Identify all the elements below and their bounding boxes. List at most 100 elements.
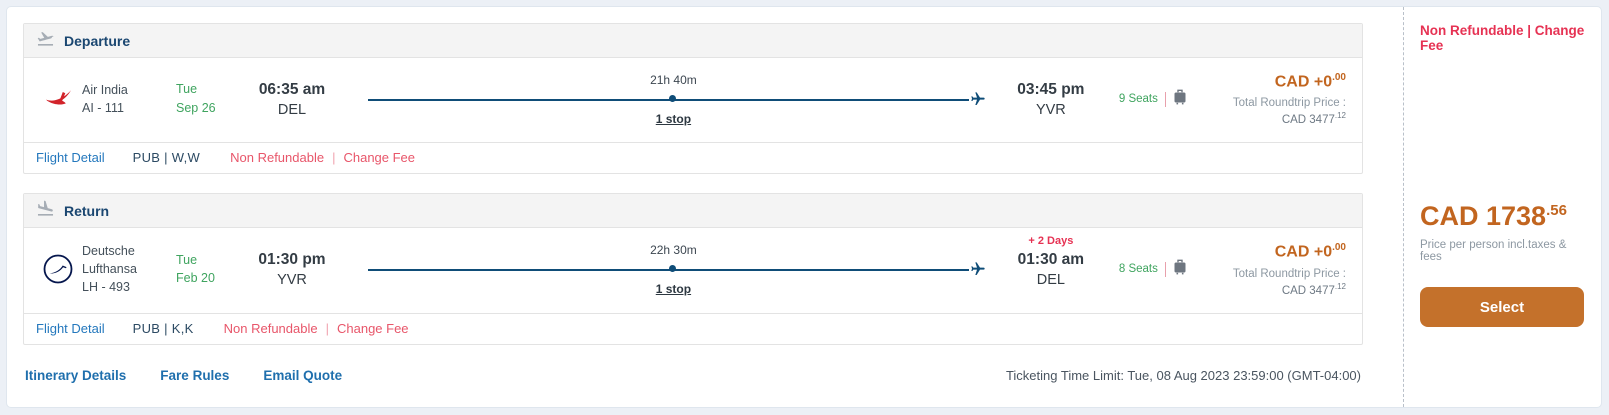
total-price-main: CAD 3477 <box>1281 114 1335 127</box>
airline-info: Air India AI - 111 <box>82 81 176 117</box>
stop-dot <box>669 265 677 273</box>
return-section-header: Return <box>24 194 1362 229</box>
offer-price-main: CAD 1738 <box>1420 201 1547 231</box>
fare-flags: Non Refundable | Change Fee <box>1420 23 1585 53</box>
airline-name: Deutsche Lufthansa <box>82 244 137 277</box>
total-price-main: CAD 3477 <box>1281 284 1335 297</box>
leg-price-block: CAD +0.00 Total Roundtrip Price : CAD 34… <box>1233 242 1348 296</box>
departure-flight-row: Air India AI - 111 Tue Sep 26 06:35 am D… <box>24 58 1362 142</box>
departure-time-block: 01:30 pm YVR <box>238 251 346 288</box>
flight-number: LH - 493 <box>82 280 130 295</box>
route-line <box>368 99 969 102</box>
fare-rules-link[interactable]: Fare Rules <box>160 367 230 383</box>
stops-link[interactable]: 1 stop <box>655 282 692 297</box>
fare-adjust-main: CAD +0 <box>1274 243 1333 261</box>
arrival-time-block: 03:45 pm YVR <box>997 81 1105 118</box>
return-flight-row: Deutsche Lufthansa LH - 493 Tue Feb 20 0… <box>24 228 1362 312</box>
fare-adjust-price: CAD +0.00 <box>1233 242 1346 261</box>
stops-link[interactable]: 1 stop <box>655 112 692 127</box>
departure-airport: DEL <box>277 101 307 118</box>
arrival-time: 03:45 pm <box>1017 80 1085 98</box>
route-graphic: 21h 40m 1 stop <box>368 73 985 126</box>
departure-time: 01:30 pm <box>258 250 326 268</box>
refundability-link[interactable]: Non Refundable <box>223 320 318 336</box>
departure-day: Tue <box>176 82 198 97</box>
fare-adjust-main: CAD +0 <box>1274 73 1333 91</box>
arrival-airport: YVR <box>1035 101 1066 118</box>
return-fare-links: Flight Detail PUB | K,K Non Refundable |… <box>24 312 1362 344</box>
arrival-time: 01:30 am <box>1017 250 1085 268</box>
price-note: Price per person incl.taxes & fees <box>1420 239 1567 263</box>
flight-takeoff-icon <box>36 29 55 53</box>
lufthansa-logo <box>34 253 82 285</box>
departure-airport: YVR <box>277 271 307 288</box>
day-offset-badge: + 2 Days <box>1028 234 1074 247</box>
departure-date: Feb 20 <box>176 271 215 286</box>
fare-rule-flags: Non Refundable | Change Fee <box>224 321 409 336</box>
fare-basis-label: PUB | W,W <box>132 150 201 166</box>
flight-landing-icon <box>36 199 55 223</box>
email-quote-link[interactable]: Email Quote <box>263 367 343 383</box>
route-line <box>368 269 969 272</box>
return-section: Return Deutsche Lufthansa LH - 493 Tue F… <box>23 193 1363 345</box>
stop-dot <box>669 95 677 103</box>
itinerary-details-link[interactable]: Itinerary Details <box>25 367 127 383</box>
pipe-separator: | <box>332 150 336 166</box>
price-side-panel: Non Refundable | Change Fee CAD 1738.56 … <box>1403 7 1603 407</box>
flight-number: AI - 111 <box>82 101 124 116</box>
route-plane-icon <box>970 91 986 112</box>
fare-adjust-price: CAD +0.00 <box>1233 72 1346 91</box>
total-price-label: Total Roundtrip Price : <box>1232 97 1346 110</box>
total-price-cents: .12 <box>1334 281 1346 291</box>
seats-label: 8 Seats <box>1118 263 1158 276</box>
airline-info: Deutsche Lufthansa LH - 493 <box>82 242 176 296</box>
flight-result-card: Departure Air India AI - 111 Tue Sep 26 … <box>6 6 1602 408</box>
flight-detail-link[interactable]: Flight Detail <box>36 150 105 166</box>
flight-detail-link[interactable]: Flight Detail <box>36 320 105 336</box>
departure-day: Tue <box>176 252 198 267</box>
total-price-value: CAD 3477.12 <box>1233 282 1346 297</box>
leg-price-block: CAD +0.00 Total Roundtrip Price : CAD 34… <box>1233 72 1348 126</box>
total-price-cents: .12 <box>1334 111 1346 121</box>
baggage-icon[interactable] <box>1173 89 1187 110</box>
departure-date-block: Tue Feb 20 <box>176 251 238 289</box>
itinerary-actions-bar: Itinerary Details Fare Rules Email Quote… <box>23 364 1363 387</box>
stops-link-wrap: 1 stop <box>368 112 979 126</box>
pipe-separator: | <box>325 320 329 336</box>
total-price-label: Total Roundtrip Price : <box>1232 267 1346 280</box>
departure-date: Sep 26 <box>176 101 216 116</box>
change-fee-link[interactable]: Change Fee <box>343 150 416 166</box>
section-title: Return <box>64 202 110 219</box>
refundability-link[interactable]: Non Refundable <box>230 150 325 166</box>
arrival-time-block: + 2 Days 01:30 am DEL <box>997 235 1105 288</box>
total-price-value: CAD 3477.12 <box>1233 111 1346 126</box>
offer-price-cents: .56 <box>1546 202 1567 219</box>
departure-time-block: 06:35 am DEL <box>238 81 346 118</box>
itinerary-column: Departure Air India AI - 111 Tue Sep 26 … <box>23 23 1363 387</box>
fare-adjust-cents: .00 <box>1332 242 1346 254</box>
route-graphic: 22h 30m 1 stop <box>368 243 985 296</box>
departure-section-header: Departure <box>24 24 1362 58</box>
seats-divider <box>1164 261 1166 277</box>
seats-divider <box>1164 91 1166 107</box>
duration-label: 22h 30m <box>650 243 697 258</box>
select-button[interactable]: Select <box>1420 287 1584 327</box>
change-fee-link[interactable]: Change Fee <box>336 320 409 336</box>
ticketing-time-limit: Ticketing Time Limit: Tue, 08 Aug 2023 2… <box>1005 367 1361 383</box>
seats-block: 8 Seats <box>1105 259 1233 280</box>
duration-label: 21h 40m <box>650 73 697 88</box>
airline-name: Air India <box>82 82 128 97</box>
fare-rule-flags: Non Refundable | Change Fee <box>230 150 415 165</box>
air-india-logo <box>34 88 82 110</box>
baggage-icon[interactable] <box>1173 259 1187 280</box>
departure-date-block: Tue Sep 26 <box>176 80 238 118</box>
departure-section: Departure Air India AI - 111 Tue Sep 26 … <box>23 23 1363 175</box>
seats-label: 9 Seats <box>1118 93 1158 106</box>
fare-basis-label: PUB | K,K <box>132 320 194 336</box>
departure-fare-links: Flight Detail PUB | W,W Non Refundable |… <box>24 142 1362 173</box>
section-title: Departure <box>64 32 131 49</box>
seats-block: 9 Seats <box>1105 89 1233 110</box>
route-plane-icon <box>970 261 986 282</box>
arrival-airport: DEL <box>1036 271 1065 288</box>
